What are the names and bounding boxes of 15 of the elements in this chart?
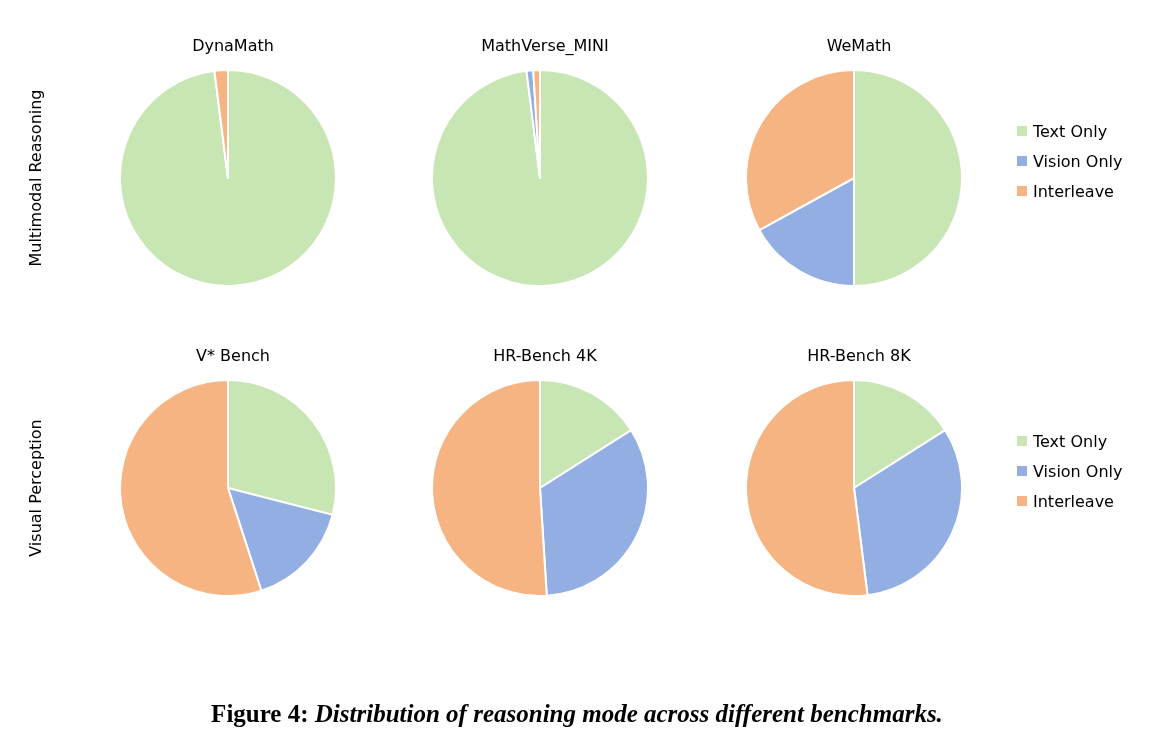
legend-label: Vision Only [1033,461,1123,481]
chart-title: DynaMath [192,35,274,55]
chart-title: MathVerse_MINI [481,35,609,56]
text: Multimodal Reasoning [25,89,45,267]
chart-title: V* Bench [196,345,270,365]
chart-title: WeMath [826,35,892,55]
chart-title: HR-Bench 4K [493,345,598,365]
legend-label: Vision Only [1033,151,1123,171]
text: Visual Perception [25,419,45,557]
legend-label: Text Only [1032,121,1108,141]
caption: Figure 4: Distribution of reasoning mode across different benchmarks. [211,700,943,727]
legend-label: Interleave [1033,181,1114,201]
legend-label: Text Only [1032,431,1108,451]
legend-label: Interleave [1033,491,1114,511]
chart-title: HR-Bench 8K [807,345,912,365]
